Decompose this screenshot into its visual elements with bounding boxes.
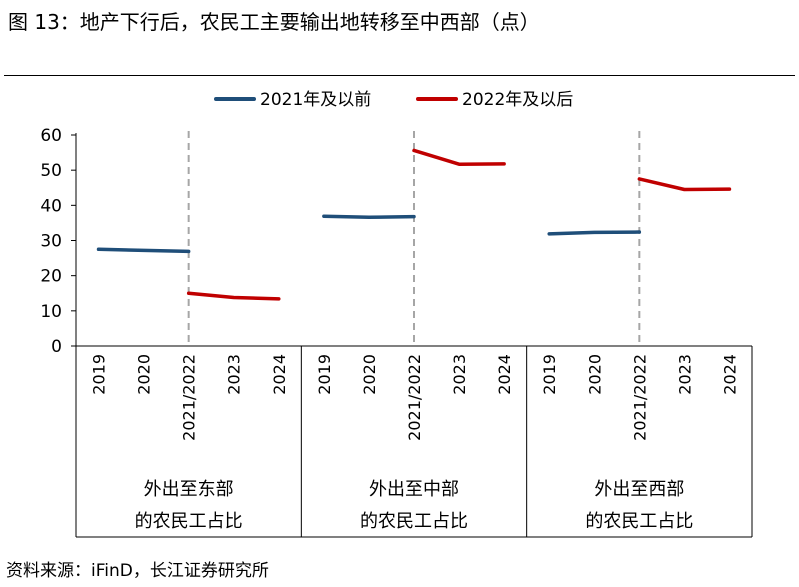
x-tick-label: 2023: [450, 354, 469, 395]
y-tick-label: 20: [40, 267, 62, 287]
x-tick-label: 2021/2022: [630, 354, 649, 441]
series-2022-line: [186, 291, 281, 301]
x-tick-label: 2023: [225, 354, 244, 395]
legend-label: 2022年及以后: [462, 90, 573, 110]
x-tick-label: 2021/2022: [405, 354, 424, 441]
group-label: 的农民工占比: [360, 511, 468, 532]
x-tick-label: 2019: [315, 354, 334, 395]
y-tick-label: 50: [40, 161, 62, 181]
x-tick-label: 2020: [135, 354, 154, 395]
y-tick-label: 0: [51, 337, 62, 357]
y-tick-label: 10: [40, 302, 62, 322]
series-2022-line: [637, 177, 732, 192]
group-label: 外出至西部: [594, 479, 684, 500]
group-label: 外出至东部: [144, 479, 234, 500]
figure-title: 图 13：地产下行后，农民工主要输出地转移至中西部（点）: [8, 10, 540, 34]
x-tick-label: 2024: [270, 354, 289, 395]
x-tick-label: 2024: [720, 354, 739, 395]
group-label: 的农民工占比: [135, 511, 243, 532]
x-tick-label: 2021/2022: [180, 354, 199, 441]
x-tick-label: 2020: [585, 354, 604, 395]
x-tick-label: 2023: [675, 354, 694, 395]
title-divider: [4, 75, 795, 76]
y-tick-label: 30: [40, 232, 62, 252]
group-label: 外出至中部: [369, 479, 459, 500]
series-2021-line: [547, 230, 642, 236]
x-tick-label: 2019: [540, 354, 559, 395]
y-tick-label: 40: [40, 196, 62, 216]
x-tick-label: 2024: [495, 354, 514, 395]
series-2021-line: [96, 247, 191, 254]
x-tick-label: 2019: [90, 354, 109, 395]
y-tick-label: 60: [40, 126, 62, 146]
series-2021-line: [322, 214, 416, 220]
group-label: 的农民工占比: [585, 511, 693, 532]
series-2022-line: [412, 148, 506, 166]
x-tick-label: 2020: [360, 354, 379, 395]
legend-label: 2021年及以前: [260, 90, 371, 110]
source-note: 资料来源：iFinD，长江证券研究所: [6, 561, 269, 581]
